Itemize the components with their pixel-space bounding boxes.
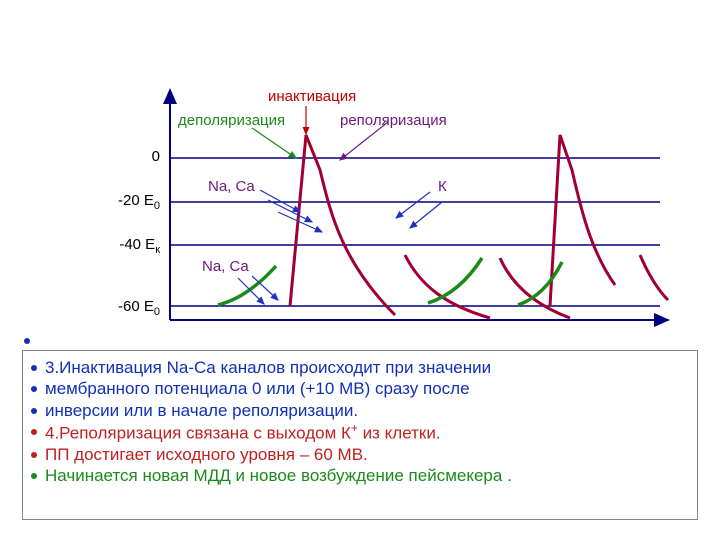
bullet-icon bbox=[31, 386, 37, 392]
bullet-icon bbox=[31, 429, 37, 435]
arrow-depol bbox=[252, 128, 296, 158]
label-naca-lower: Na, Ca bbox=[202, 258, 249, 275]
label-naca-upper: Na, Ca bbox=[208, 178, 255, 195]
line-2: мембранного потенциала 0 или (+10 МВ) ср… bbox=[31, 378, 689, 399]
line-5: ПП достигает исходного уровня – 60 МВ. bbox=[31, 444, 689, 465]
bullet-icon bbox=[31, 365, 37, 371]
description-box: 3.Инактивация Na-Ca каналов происходит п… bbox=[22, 350, 698, 520]
ytick-e20: -20 Е0 bbox=[100, 192, 160, 212]
spike-2 bbox=[550, 135, 615, 306]
tail-3 bbox=[640, 255, 668, 300]
line-3: инверсии или в начале реполяризации. bbox=[31, 400, 689, 421]
line-1: 3.Инактивация Na-Ca каналов происходит п… bbox=[31, 357, 689, 378]
line-6: Начинается новая МДД и новое возбуждение… bbox=[31, 465, 689, 486]
arrow-k1 bbox=[396, 192, 430, 218]
arrow-naca-u1 bbox=[260, 190, 300, 212]
bullet-icon bbox=[31, 408, 37, 414]
bullet-icon bbox=[31, 452, 37, 458]
depol-curve-3 bbox=[518, 262, 562, 305]
bullet-icon bbox=[31, 473, 37, 479]
label-depolarization: деполяризация bbox=[178, 112, 285, 129]
arrow-naca-u2 bbox=[268, 200, 312, 222]
action-potential-chart bbox=[0, 0, 720, 340]
page: 0 -20 Е0 -40 Ек -60 Е0 инактивация депол… bbox=[0, 0, 720, 540]
label-k: К bbox=[438, 178, 447, 195]
bullet-top bbox=[24, 338, 30, 344]
label-inactivation: инактивация bbox=[268, 88, 356, 105]
label-repolarization: реполяризация bbox=[340, 112, 447, 129]
arrow-k2 bbox=[410, 202, 442, 228]
ytick-e40: -40 Ек bbox=[100, 236, 160, 256]
ytick-0: 0 bbox=[100, 148, 160, 165]
ytick-e60: -60 Е0 bbox=[100, 298, 160, 318]
depol-curve-2 bbox=[428, 258, 482, 303]
line-4: 4.Реполяризация связана с выходом К+ из … bbox=[31, 421, 689, 444]
